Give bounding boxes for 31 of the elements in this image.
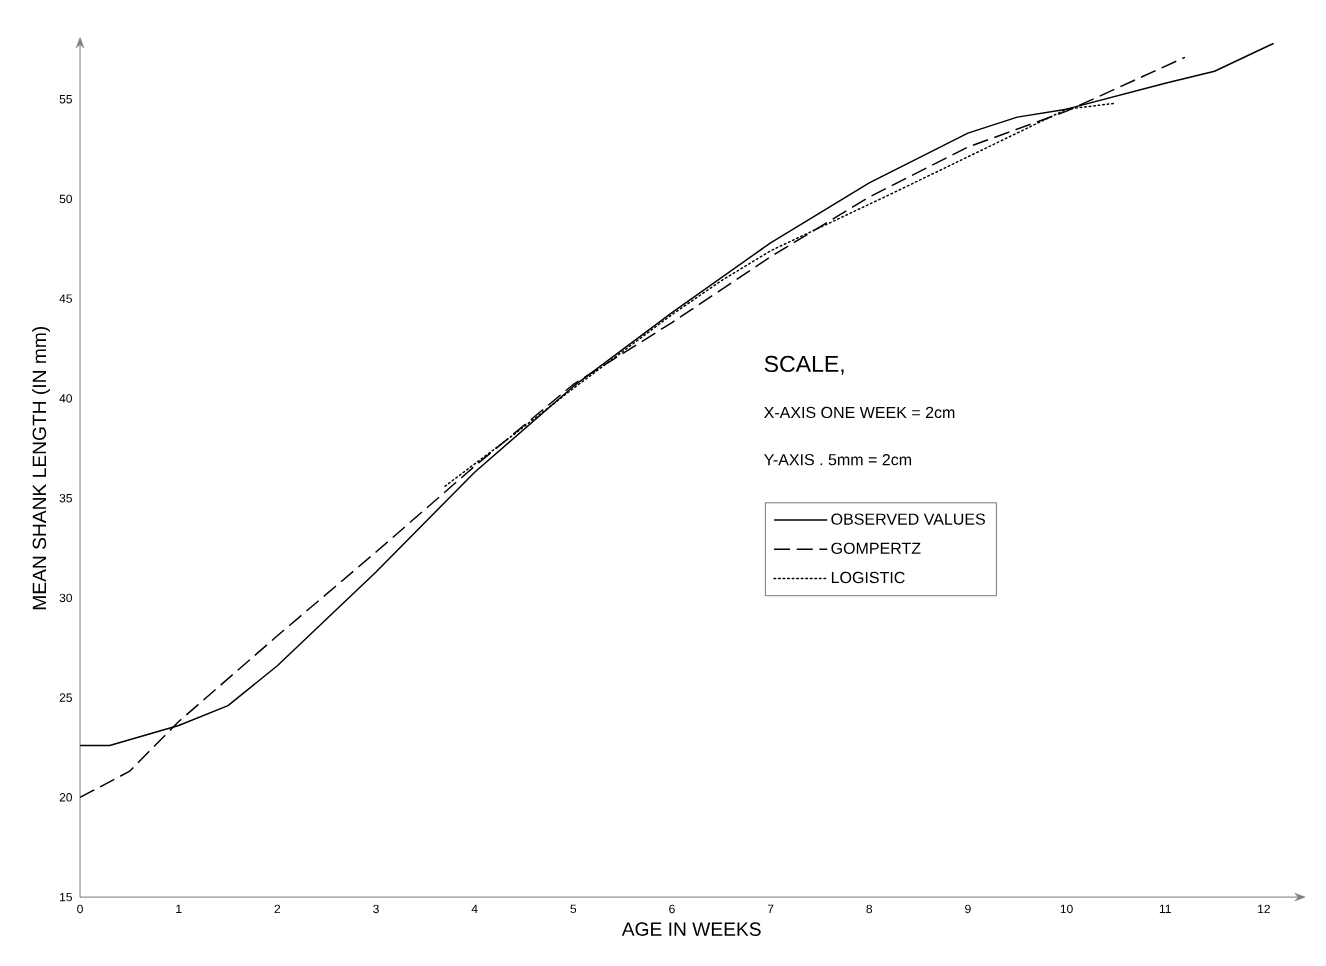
annotation: SCALE, [764,355,844,375]
x-tick-label: 8 [866,904,873,913]
x-tick-label: 9 [965,904,971,913]
x-axis-title: AGE IN WEEKS [621,922,761,936]
legend-label: OBSERVED VALUES [831,513,985,525]
y-tick-label: 50 [59,194,73,203]
legend-label: GOMPERTZ [831,542,921,554]
x-tick-label: 11 [1159,904,1171,913]
y-tick-label: 15 [60,892,72,902]
x-tick-label: 4 [471,904,478,913]
x-tick-label: 5 [570,904,577,913]
y-tick-label: 30 [59,593,73,602]
x-tick-label: 7 [767,904,774,913]
legend-label: LOGISTIC [831,571,905,583]
x-tick-label: 6 [669,904,675,913]
x-tick-label: 1 [176,904,182,913]
y-tick-label: 25 [59,693,72,702]
x-tick-label: 3 [373,904,379,913]
x-tick-label: 12 [1258,904,1270,913]
annotation: Y-AXIS . 5mm = 2cm [764,453,912,466]
y-tick-label: 40 [59,393,73,403]
x-tick-label: 0 [77,904,83,913]
line-series [444,102,1117,487]
y-tick-label: 35 [59,493,72,503]
x-tick-label: 2 [274,904,281,913]
x-tick-label: 10 [1060,904,1073,913]
y-tick-label: 55 [59,94,72,104]
annotation: X-AXIS ONE WEEK = 2cm [764,406,955,418]
y-axis-title: MEAN SHANK LENGTH (IN mm) [32,326,50,609]
y-tick-label: 45 [59,294,72,303]
y-tick-label: 20 [59,792,73,802]
